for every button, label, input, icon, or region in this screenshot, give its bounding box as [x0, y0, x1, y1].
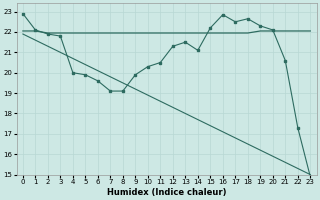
- X-axis label: Humidex (Indice chaleur): Humidex (Indice chaleur): [107, 188, 226, 197]
